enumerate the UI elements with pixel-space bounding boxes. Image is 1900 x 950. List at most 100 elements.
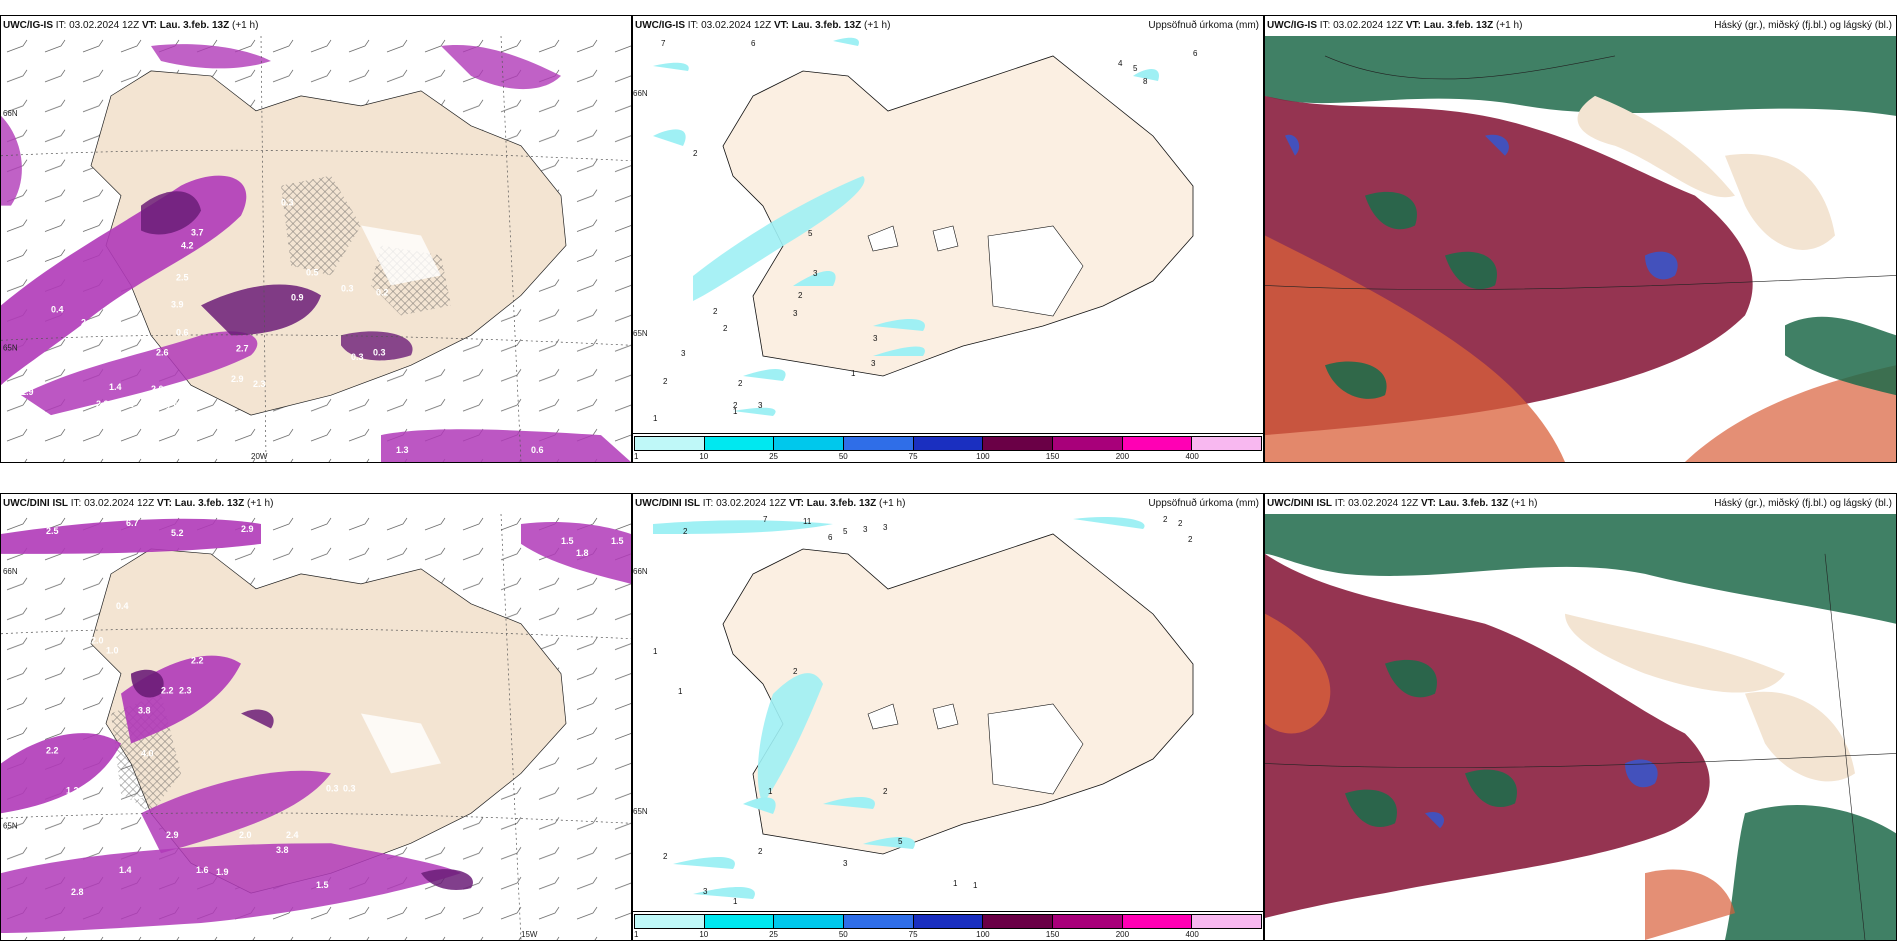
precip-value: 1.9 [21, 387, 33, 397]
colorbar-label: 1 [634, 452, 639, 461]
precip-value: 3 [793, 309, 798, 318]
lead-time: (+1 h) [1496, 20, 1523, 31]
precip-value: 2.9 [166, 830, 178, 840]
it-label: IT: [687, 20, 699, 31]
model-name: UWC/DINI ISL [1267, 498, 1332, 509]
precip-value: 0.4 [51, 304, 63, 314]
precip-value: 2.0 [151, 384, 163, 394]
colorbar-label: 25 [769, 452, 778, 461]
precip-value: 2 [793, 667, 798, 676]
it-label: IT: [702, 498, 714, 509]
precip-value: 2.4 [286, 830, 298, 840]
lon-label: 15W [521, 930, 538, 939]
precip-value: 2 [798, 291, 803, 300]
panel-title: Háský (gr.), miðský (fj.bl.) og lágský (… [1714, 20, 1892, 31]
colorbar-swatches [634, 436, 1262, 451]
precip-value: 3.0 [43, 362, 55, 372]
precip-value: 2 [758, 847, 763, 856]
precip-value: 1 [953, 879, 958, 888]
colorbar-swatch [774, 915, 845, 928]
precip-value: 1 [653, 647, 658, 656]
precip-value: 0.3 [281, 198, 293, 208]
it-label: IT: [70, 498, 82, 509]
precip-value: 3.9 [171, 299, 183, 309]
precip-value: 4 [1118, 59, 1123, 68]
precip-band [1, 518, 261, 554]
precip-value: 2.8 [71, 887, 83, 897]
lat-label: 65N [633, 329, 648, 338]
precip-value: 0.3 [373, 347, 385, 357]
vt-label: VT: [156, 498, 172, 509]
colorbar-swatch [913, 437, 984, 450]
precip-value: 3 [843, 859, 848, 868]
precip-value: 7 [661, 39, 666, 48]
it-value: 03.02.2024 12Z [69, 20, 140, 31]
vt-value: Lau. 3.feb. 13Z [159, 20, 230, 31]
precip-value: 3 [758, 401, 763, 410]
precip-value: 1.5 [166, 401, 178, 411]
lat-label: 65N [3, 343, 18, 352]
colorbar-swatch [635, 437, 705, 450]
precip-value: 2 [663, 377, 668, 386]
precip-value: 1 [768, 787, 773, 796]
panel-header: UWC/IG-IS IT: 03.02.2024 12Z VT: Lau. 3.… [1265, 16, 1896, 36]
precip-value: 2.1 [81, 317, 93, 327]
precip-value: 1.4 [119, 865, 131, 875]
precip-value: 2.2 [46, 745, 58, 755]
precip-value: 0.6 [531, 445, 543, 455]
lat-label: 65N [633, 807, 648, 816]
precip-value: 2.2 [161, 686, 173, 696]
colorbar-label: 100 [976, 452, 990, 461]
colorbar-label: 150 [1045, 930, 1060, 939]
model-name: UWC/DINI ISL [635, 498, 700, 509]
lat-label: 65N [3, 821, 18, 830]
precip-value: 2 [883, 787, 888, 796]
model-name: UWC/IG-IS [635, 20, 685, 31]
precip-value: 3.1 [121, 399, 133, 409]
lat-label: 66N [3, 567, 18, 576]
colorbar-label: 10 [699, 930, 709, 939]
colorbar-swatch [1192, 915, 1262, 928]
lead-time: (+1 h) [232, 20, 259, 31]
lead-time: (+1 h) [1511, 498, 1538, 509]
precip-value: 2 [738, 379, 743, 388]
cloud-map [1265, 514, 1896, 940]
vt-value: Lau. 3.feb. 13Z [806, 498, 877, 509]
precip-value: 3 [863, 525, 868, 534]
colorbar-swatch [1053, 915, 1123, 928]
precip-value: 2.5 [46, 526, 58, 536]
precip-value: 1.4 [109, 382, 121, 392]
panel-ig-cloud: UWC/IG-IS IT: 03.02.2024 12Z VT: Lau. 3.… [1264, 15, 1897, 463]
precip-value: 0.5 [306, 267, 318, 277]
precip-value: 5 [898, 837, 903, 846]
precip-value: 2.9 [231, 374, 243, 384]
colorbar-label: 75 [908, 930, 918, 939]
cloud-map [1265, 36, 1896, 462]
it-value: 03.02.2024 12Z [1348, 498, 1419, 509]
precip-value: 2.2 [96, 399, 108, 409]
precip-value: 0.4 [116, 601, 128, 611]
precip-value: 3.7 [191, 228, 203, 238]
lat-label: 66N [633, 89, 648, 98]
vt-value: Lau. 3.feb. 13Z [1438, 498, 1509, 509]
colorbar-label: 400 [1185, 930, 1199, 939]
precip-value: 1.9 [11, 860, 23, 870]
colorbar-label: 1 [634, 930, 639, 939]
panel-title: Uppsöfnuð úrkoma (mm) [1148, 498, 1259, 509]
wind-precip-map: 2.5 6.7 5.2 2.9 1.5 1.8 1.5 0.4 2.0 1.0 … [1, 514, 631, 940]
precip-map: 7 6 4 5 6 8 2 5 3 2 2 3 2 3 3 3 1 2 2 1 … [633, 37, 1198, 423]
vt-label: VT: [141, 20, 157, 31]
panel-header: UWC/IG-IS IT: 03.02.2024 12Z VT: Lau. 3.… [633, 16, 1263, 36]
precip-value: 6 [1193, 49, 1198, 58]
colorbar-labels: 1 10 25 50 75 100 150 200 400 [634, 930, 1262, 940]
lead-time: (+1 h) [879, 498, 906, 509]
precip-value: 6 [828, 533, 833, 542]
precip-value: 0.6 [176, 327, 188, 337]
precip-value: 3 [883, 523, 888, 532]
vt-label: VT: [1405, 20, 1421, 31]
precip-value: 1.0 [106, 646, 118, 656]
precip-map: 2 7 11 5 3 3 6 2 2 2 1 1 2 1 2 5 2 2 3 1… [633, 515, 1194, 906]
panel-ig-precip: UWC/IG-IS IT: 03.02.2024 12Z VT: Lau. 3.… [632, 15, 1264, 463]
precip-value: 2 [663, 852, 668, 861]
precip-value: 2.0 [91, 636, 103, 646]
